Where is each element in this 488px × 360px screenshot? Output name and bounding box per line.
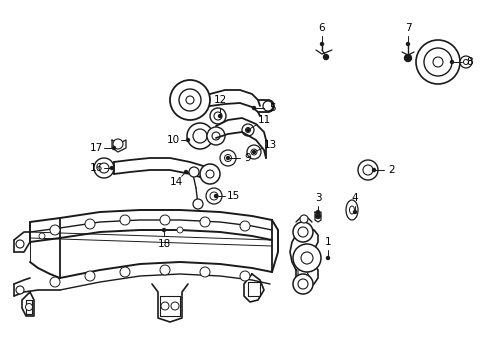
Circle shape xyxy=(214,112,222,120)
Text: 5: 5 xyxy=(268,103,275,113)
Circle shape xyxy=(315,213,320,219)
Circle shape xyxy=(218,114,221,117)
Circle shape xyxy=(200,217,209,227)
Circle shape xyxy=(297,227,307,237)
Text: 3: 3 xyxy=(314,193,321,203)
Circle shape xyxy=(186,123,213,149)
Circle shape xyxy=(263,101,272,111)
Circle shape xyxy=(423,48,451,76)
Circle shape xyxy=(299,215,307,223)
Circle shape xyxy=(320,42,323,45)
Circle shape xyxy=(185,96,194,104)
Circle shape xyxy=(432,57,442,67)
Circle shape xyxy=(301,252,312,264)
Circle shape xyxy=(25,303,32,310)
Circle shape xyxy=(110,166,113,170)
Circle shape xyxy=(171,302,179,310)
Circle shape xyxy=(240,271,249,281)
Circle shape xyxy=(357,160,377,180)
Circle shape xyxy=(85,219,95,229)
Text: 12: 12 xyxy=(213,95,226,105)
Circle shape xyxy=(292,244,320,272)
Circle shape xyxy=(206,127,224,145)
Text: 10: 10 xyxy=(166,135,179,145)
Circle shape xyxy=(245,127,250,132)
Text: 17: 17 xyxy=(89,143,102,153)
Circle shape xyxy=(113,139,123,149)
Ellipse shape xyxy=(349,206,354,214)
Circle shape xyxy=(220,150,236,166)
Circle shape xyxy=(189,167,199,177)
Circle shape xyxy=(50,277,60,287)
Circle shape xyxy=(459,56,471,68)
Circle shape xyxy=(160,265,170,275)
Circle shape xyxy=(250,149,257,155)
Text: 18: 18 xyxy=(157,239,170,249)
Circle shape xyxy=(323,54,328,59)
Text: 13: 13 xyxy=(263,140,276,150)
Circle shape xyxy=(353,211,356,213)
Circle shape xyxy=(252,107,255,109)
Circle shape xyxy=(161,302,169,310)
Circle shape xyxy=(177,227,183,233)
Circle shape xyxy=(179,89,201,111)
Text: 2: 2 xyxy=(388,165,394,175)
Text: 11: 11 xyxy=(257,115,270,125)
Circle shape xyxy=(372,168,375,171)
Circle shape xyxy=(193,129,206,143)
Circle shape xyxy=(200,267,209,277)
Text: 7: 7 xyxy=(404,23,410,33)
Circle shape xyxy=(214,194,217,198)
Text: 8: 8 xyxy=(466,57,472,67)
Circle shape xyxy=(205,170,214,178)
Text: 9: 9 xyxy=(244,153,251,163)
Ellipse shape xyxy=(346,200,357,220)
Circle shape xyxy=(292,222,312,242)
Circle shape xyxy=(326,256,329,260)
Circle shape xyxy=(160,215,170,225)
Circle shape xyxy=(297,279,307,289)
Circle shape xyxy=(170,80,209,120)
Circle shape xyxy=(404,54,411,62)
Circle shape xyxy=(212,132,220,140)
Circle shape xyxy=(50,225,60,235)
Circle shape xyxy=(184,171,187,174)
Circle shape xyxy=(292,274,312,294)
Circle shape xyxy=(246,129,249,131)
Text: 1: 1 xyxy=(324,237,331,247)
Circle shape xyxy=(209,108,225,124)
Text: 6: 6 xyxy=(318,23,325,33)
Text: 16: 16 xyxy=(89,163,102,173)
Circle shape xyxy=(246,145,261,159)
Circle shape xyxy=(415,40,459,84)
Circle shape xyxy=(120,215,130,225)
Circle shape xyxy=(406,42,408,45)
Circle shape xyxy=(252,150,255,153)
Text: 4: 4 xyxy=(351,193,358,203)
Circle shape xyxy=(316,211,319,213)
Circle shape xyxy=(205,188,222,204)
Circle shape xyxy=(242,124,253,136)
Circle shape xyxy=(162,229,165,231)
Circle shape xyxy=(449,60,452,63)
Circle shape xyxy=(112,147,115,149)
Circle shape xyxy=(94,158,114,178)
Text: 15: 15 xyxy=(226,191,239,201)
Circle shape xyxy=(463,59,468,64)
Circle shape xyxy=(200,164,220,184)
Circle shape xyxy=(186,139,189,141)
Circle shape xyxy=(120,267,130,277)
Circle shape xyxy=(85,271,95,281)
Text: 14: 14 xyxy=(169,177,182,187)
Circle shape xyxy=(193,199,203,209)
Circle shape xyxy=(240,221,249,231)
Circle shape xyxy=(224,154,231,162)
Circle shape xyxy=(39,233,45,239)
Circle shape xyxy=(226,157,229,159)
Circle shape xyxy=(16,286,24,294)
Circle shape xyxy=(209,192,218,200)
Circle shape xyxy=(362,165,372,175)
Circle shape xyxy=(99,163,109,173)
Circle shape xyxy=(16,240,24,248)
